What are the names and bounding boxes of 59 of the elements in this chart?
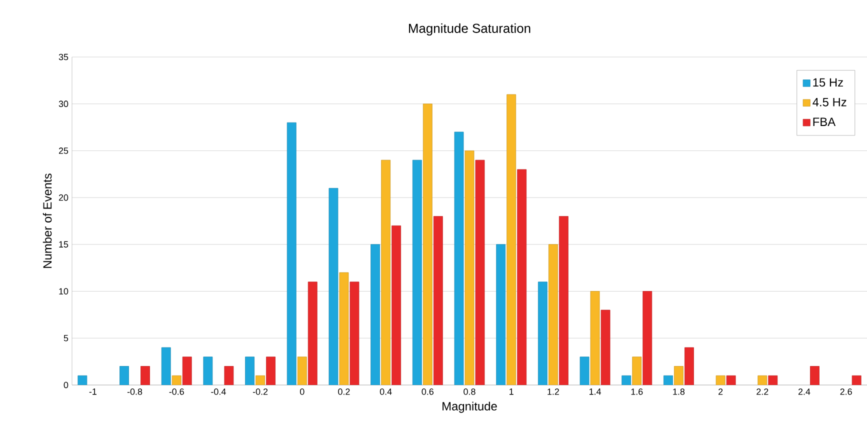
bar (381, 160, 391, 385)
bar (684, 347, 694, 385)
legend-label: 4.5 Hz (812, 98, 846, 106)
bar (182, 356, 192, 385)
bar (297, 356, 307, 385)
y-tick-label: 15 (59, 241, 68, 248)
y-tick-label: 5 (64, 335, 68, 342)
y-tick-label: 35 (58, 54, 68, 60)
bar (161, 347, 171, 385)
x-tick-label: 1 (510, 388, 514, 395)
y-tick-label: 25 (58, 148, 68, 154)
bar (392, 225, 402, 385)
bar (496, 244, 506, 385)
x-tick-label: 1.8 (673, 388, 685, 395)
bar (266, 356, 276, 385)
x-tick-label: 0.8 (464, 388, 476, 395)
bar (548, 244, 558, 385)
x-tick-label: 0.6 (422, 388, 434, 395)
x-tick-label: -0.8 (127, 388, 142, 395)
x-tick-label: 1.2 (548, 388, 559, 395)
bar (308, 282, 318, 385)
legend-label: 15 Hz (813, 78, 843, 87)
bar (422, 104, 432, 385)
bar (538, 282, 548, 385)
y-tick-label: 30 (58, 100, 68, 108)
x-tick-label: 2 (718, 388, 723, 395)
bar (286, 122, 296, 385)
x-tick-label: -0.4 (211, 388, 226, 395)
x-tick-label: -0.2 (252, 388, 268, 395)
bar (632, 356, 642, 385)
x-tick-label: 0.4 (380, 388, 392, 395)
legend-label: FBA (813, 118, 836, 126)
y-tick-label: 10 (59, 288, 68, 294)
bar (517, 169, 527, 385)
y-tick-label: 0 (64, 382, 68, 388)
y-axis-title: Number of Events (42, 174, 52, 268)
y-tick-label: 20 (58, 194, 68, 201)
x-tick-label: 2.4 (798, 388, 810, 395)
bar (245, 356, 254, 385)
bar (120, 366, 129, 385)
x-tick-label: 2.2 (756, 388, 768, 395)
x-axis-title: Magnitude (442, 402, 497, 413)
bar (506, 94, 516, 385)
bar (674, 366, 684, 385)
x-tick-label: -1 (89, 388, 96, 395)
bar (642, 291, 652, 385)
bar (810, 366, 820, 385)
bar (140, 366, 150, 385)
chart-title: Magnitude Saturation (409, 23, 530, 36)
x-tick-label: 2.6 (840, 388, 852, 395)
x-tick-label: 1.6 (631, 388, 643, 395)
bar (558, 216, 568, 385)
x-tick-label: 0.2 (338, 388, 350, 395)
x-tick-label: -0.6 (169, 388, 184, 395)
bar (412, 160, 422, 385)
bar (433, 216, 443, 385)
x-tick-label: 0 (300, 388, 304, 395)
bar (370, 244, 380, 385)
x-tick-label: 1.4 (589, 388, 601, 395)
